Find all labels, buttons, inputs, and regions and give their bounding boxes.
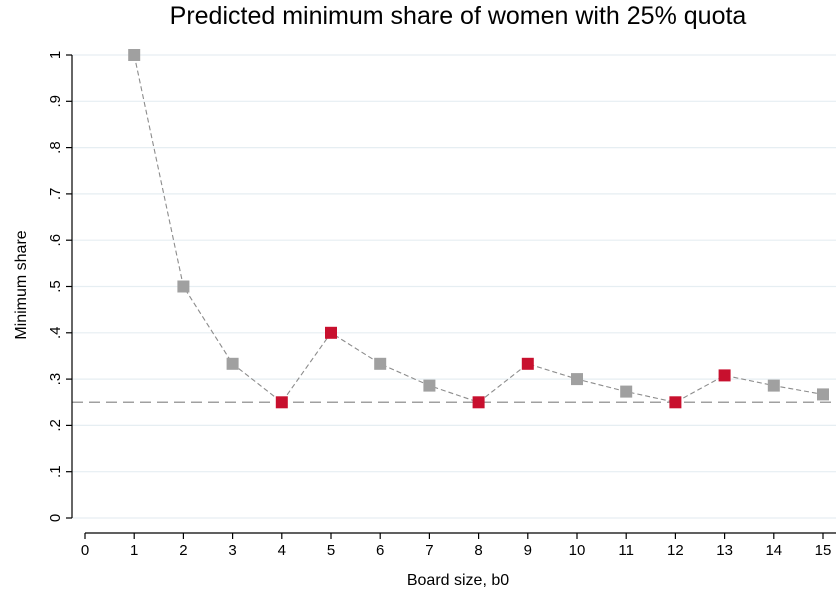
y-tick-label: .9	[47, 95, 64, 108]
grid-lines	[72, 54, 836, 519]
data-point	[177, 280, 190, 293]
data-point	[571, 373, 583, 386]
x-axis-label: Board size, b0	[407, 572, 509, 589]
x-tick-label: 7	[425, 542, 433, 559]
series-connector-line	[133, 54, 824, 404]
series	[128, 49, 829, 409]
data-point-highlighted	[718, 369, 731, 382]
x-tick-label: 9	[524, 542, 532, 559]
y-tick-label: 0	[47, 514, 64, 522]
x-tick-label: 12	[667, 542, 684, 559]
data-point-highlighted	[669, 396, 682, 409]
data-point	[817, 388, 829, 401]
data-point-highlighted	[521, 357, 534, 370]
x-tick-label: 10	[569, 542, 586, 559]
data-point	[767, 379, 780, 392]
data-point	[423, 379, 436, 392]
y-tick-label: .6	[47, 234, 64, 247]
x-tick-label: 4	[278, 542, 286, 559]
y-axis-label: Minimum share	[13, 230, 30, 339]
x-tick-label: 1	[130, 542, 138, 559]
x-tick-label: 3	[228, 542, 236, 559]
x-tick-label: 11	[618, 542, 634, 559]
data-point	[226, 357, 239, 370]
y-tick-label: .4	[47, 327, 64, 340]
data-point	[128, 49, 141, 61]
x-tick-label: 8	[474, 542, 482, 559]
x-tick-label: 15	[815, 542, 832, 559]
y-tick-label: .5	[47, 280, 64, 293]
data-point-highlighted	[325, 326, 337, 339]
x-tick-label: 0	[81, 542, 89, 559]
y-tick-label: .3	[47, 373, 64, 386]
axes: 0.1.2.3.4.5.6.7.8.910 1 2 3 4 5 6 7 8 9 10 11 12 13 14…	[47, 51, 836, 559]
x-tick-label: 14	[765, 542, 782, 559]
x-tick-label: 2	[179, 542, 187, 559]
y-tick-label: 1	[47, 51, 64, 59]
data-point-highlighted	[472, 396, 485, 409]
x-tick-label: 13	[716, 542, 733, 559]
y-tick-label: .7	[47, 188, 64, 201]
x-tick-label: 5	[327, 542, 335, 559]
y-tick-label: .8	[47, 141, 64, 154]
data-point	[374, 357, 387, 370]
data-point-highlighted	[275, 396, 288, 409]
x-tick-label: 6	[376, 542, 384, 559]
y-tick-label: .1	[47, 465, 64, 478]
chart-title: Predicted minimum share of women with 25…	[170, 2, 747, 30]
y-tick-label: .2	[47, 419, 64, 432]
data-point	[620, 385, 633, 398]
